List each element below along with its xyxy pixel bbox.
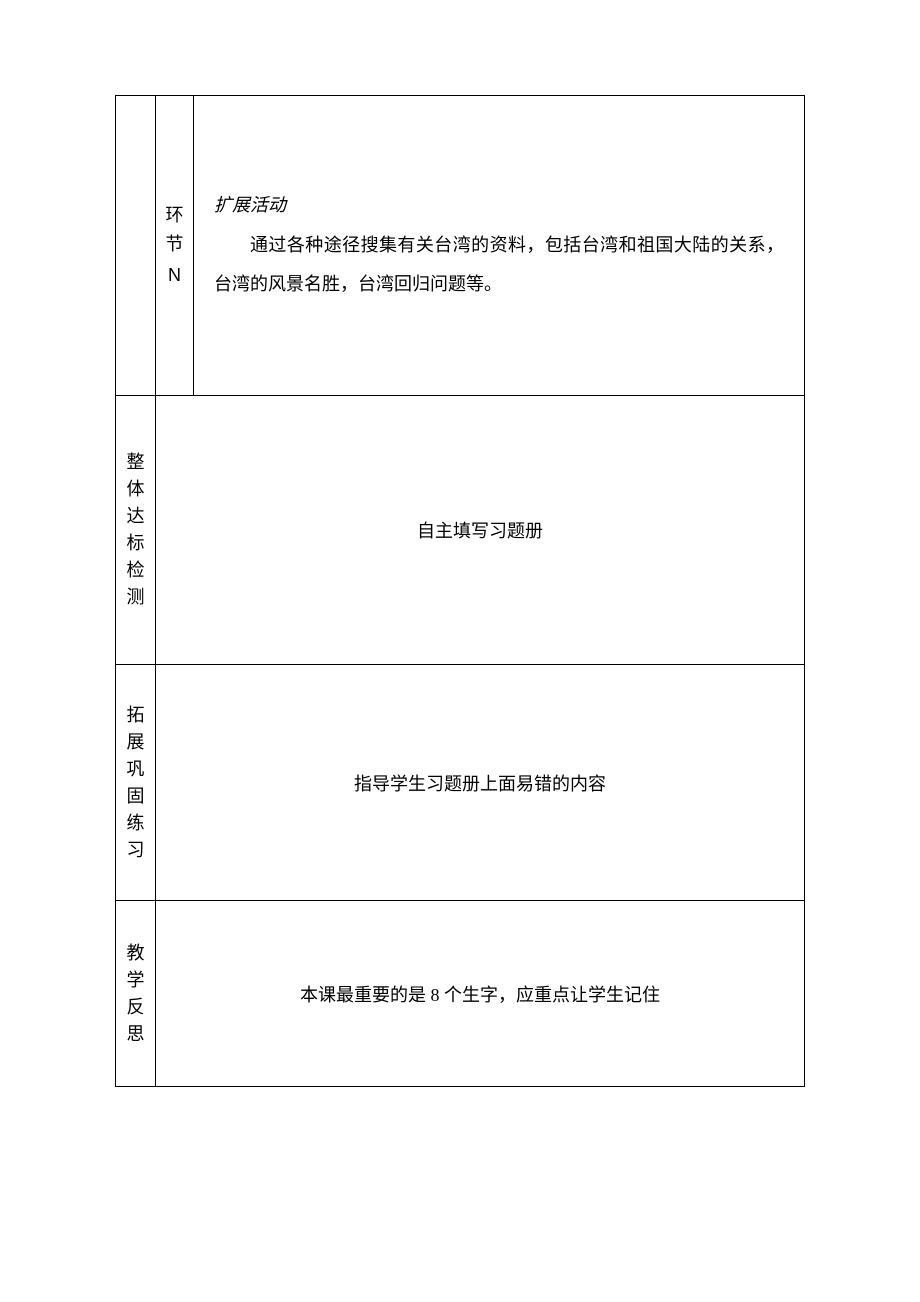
label-char: 思 bbox=[127, 1021, 145, 1048]
label-char: 练 bbox=[127, 810, 145, 837]
label-char-2: 节 bbox=[166, 230, 184, 259]
row2-label-cell: 整 体 达 标 检 测 bbox=[116, 396, 156, 665]
label-char: 拓 bbox=[127, 702, 145, 729]
reflection-content: 本课最重要的是 8 个生字，应重点让学生记住 bbox=[156, 981, 804, 1007]
label-char: 反 bbox=[127, 994, 145, 1021]
label-char: 测 bbox=[127, 584, 145, 611]
assessment-content: 自主填写习题册 bbox=[156, 517, 804, 543]
row2-content-cell: 自主填写习题册 bbox=[156, 396, 805, 665]
label-char: 习 bbox=[127, 837, 145, 864]
label-char: 体 bbox=[127, 476, 145, 503]
extension-title: 扩展活动 bbox=[214, 186, 784, 226]
practice-label: 拓 展 巩 固 练 习 bbox=[121, 702, 150, 864]
row3-content-cell: 指导学生习题册上面易错的内容 bbox=[156, 665, 805, 901]
table-row-reflection: 教 学 反 思 本课最重要的是 8 个生字，应重点让学生记住 bbox=[116, 901, 805, 1087]
label-char: 检 bbox=[127, 557, 145, 584]
row3-label-cell: 拓 展 巩 固 练 习 bbox=[116, 665, 156, 901]
section-n-label: 环 节 N bbox=[161, 201, 188, 289]
label-char: 教 bbox=[127, 940, 145, 967]
row1-col2-section-label: 环 节 N bbox=[156, 96, 194, 396]
label-char: 标 bbox=[127, 530, 145, 557]
row1-col1-empty bbox=[116, 96, 156, 396]
label-char-1: 环 bbox=[166, 201, 184, 230]
label-char: 展 bbox=[127, 729, 145, 756]
label-char: 整 bbox=[127, 449, 145, 476]
extension-content: 扩展活动 通过各种途径搜集有关台湾的资料，包括台湾和祖国大陆的关系，台湾的风景名… bbox=[214, 186, 784, 305]
table-row-practice: 拓 展 巩 固 练 习 指导学生习题册上面易错的内容 bbox=[116, 665, 805, 901]
label-char: 学 bbox=[127, 967, 145, 994]
row1-content-cell: 扩展活动 通过各种途径搜集有关台湾的资料，包括台湾和祖国大陆的关系，台湾的风景名… bbox=[194, 96, 805, 396]
label-char: 达 bbox=[127, 503, 145, 530]
reflection-label: 教 学 反 思 bbox=[121, 940, 150, 1048]
practice-content: 指导学生习题册上面易错的内容 bbox=[156, 770, 804, 796]
table-row-assessment: 整 体 达 标 检 测 自主填写习题册 bbox=[116, 396, 805, 665]
row4-label-cell: 教 学 反 思 bbox=[116, 901, 156, 1087]
label-char: 固 bbox=[127, 783, 145, 810]
label-char: 巩 bbox=[127, 756, 145, 783]
table-row-extension: 环 节 N 扩展活动 通过各种途径搜集有关台湾的资料，包括台湾和祖国大陆的关系，… bbox=[116, 96, 805, 396]
lesson-plan-table: 环 节 N 扩展活动 通过各种途径搜集有关台湾的资料，包括台湾和祖国大陆的关系，… bbox=[115, 95, 805, 1087]
assessment-label: 整 体 达 标 检 测 bbox=[121, 449, 150, 611]
label-char-n: N bbox=[168, 261, 181, 290]
extension-body: 通过各种途径搜集有关台湾的资料，包括台湾和祖国大陆的关系，台湾的风景名胜，台湾回… bbox=[214, 226, 784, 305]
row4-content-cell: 本课最重要的是 8 个生字，应重点让学生记住 bbox=[156, 901, 805, 1087]
